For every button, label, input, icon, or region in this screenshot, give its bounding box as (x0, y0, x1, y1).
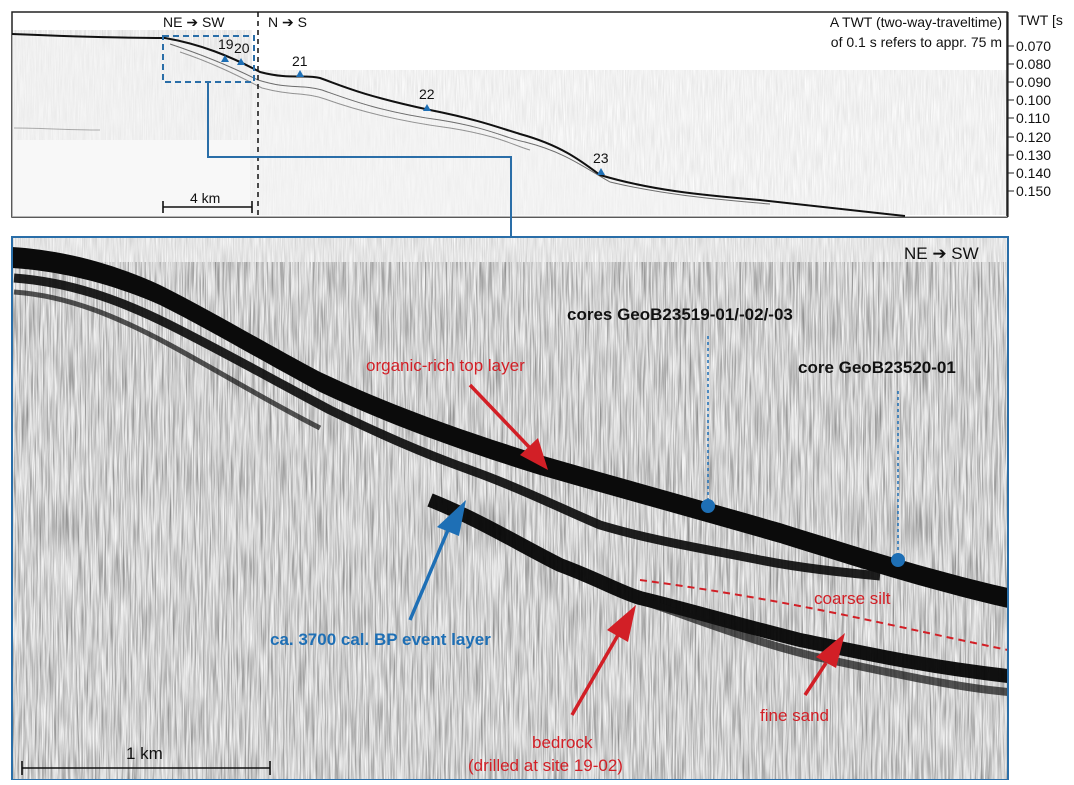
top-seafloor-line (12, 33, 906, 217)
top-reflector-1 (169, 43, 771, 205)
top-direction-n-s: N ➔ S (268, 14, 307, 30)
core-marker-1 (701, 499, 715, 513)
top-reflector-2 (179, 51, 531, 151)
top-scale-bar (162, 201, 253, 213)
bottom-scale-bar (21, 761, 271, 775)
coarse-silt-boundary (639, 579, 1008, 651)
top-subsurface (12, 34, 1007, 217)
arrow-fine-sand-head (816, 633, 845, 668)
arrow-event-layer-head (437, 500, 466, 536)
top-scale-bar-label: 4 km (190, 190, 221, 206)
site-marker-20 (237, 58, 245, 65)
twt-note-line-2: of 0.1 s refers to appr. 75 m (830, 34, 1002, 50)
site-marker-23 (597, 168, 605, 175)
core-marker-2 (891, 553, 905, 567)
twt-axis-title: TWT [s (1018, 12, 1063, 28)
label-core-geob23520: core GeoB23520-01 (798, 358, 956, 377)
site-marker-22 (423, 104, 431, 111)
bottom-scale-bar-label: 1 km (126, 744, 163, 763)
annotation-arrows (408, 383, 845, 716)
twt-tick-label: 0.070 (1016, 38, 1052, 54)
site-label-22: 22 (419, 86, 435, 102)
twt-tick-label: 0.110 (1016, 110, 1050, 126)
twt-tick-label: 0.150 (1016, 183, 1052, 199)
bottom-direction-ne-sw: NE ➔ SW (904, 244, 979, 263)
top-site-markers (221, 55, 605, 175)
arrow-bedrock-shaft (570, 634, 620, 716)
site-label-19: 19 (218, 36, 234, 52)
site-marker-21 (296, 70, 304, 77)
site-label-21: 21 (292, 53, 308, 69)
site-label-23: 23 (593, 150, 609, 166)
label-coarse-silt: coarse silt (814, 589, 891, 608)
top-panel (11, 11, 1014, 218)
twt-note-line-1: A TWT (two-way-traveltime) (829, 14, 1002, 30)
label-event-layer: ca. 3700 cal. BP event layer (270, 630, 491, 649)
label-cores-geob23519: cores GeoB23519-01/-02/-03 (567, 305, 793, 324)
arrow-top-layer-head (520, 438, 548, 470)
twt-tick-label: 0.090 (1016, 74, 1052, 90)
twt-tick-label: 0.130 (1016, 147, 1052, 163)
arrow-bedrock-head (607, 605, 636, 642)
label-bedrock-note: (drilled at site 19-02) (468, 756, 623, 775)
twt-tick-label: 0.080 (1016, 56, 1052, 72)
zoom-connector (207, 82, 512, 237)
top-direction-ne-sw: NE ➔ SW (163, 14, 225, 30)
twt-note: A TWT (two-way-traveltime) of 0.1 s refe… (830, 12, 1002, 52)
bottom-sediment-texture (12, 262, 1008, 780)
label-fine-sand: fine sand (760, 706, 829, 725)
twt-axis-ticks (1008, 45, 1014, 192)
arrow-top-layer-shaft (468, 383, 532, 450)
bottom-panel (11, 236, 1009, 781)
event-layer-reflector (13, 273, 881, 581)
twt-tick-label: 0.100 (1016, 92, 1052, 108)
lower-reflector-a (13, 289, 322, 431)
top-reflector-3 (13, 127, 101, 131)
site-label-20: 20 (234, 40, 250, 56)
arrow-fine-sand-shaft (803, 662, 828, 696)
arrow-event-layer-shaft (408, 529, 450, 621)
label-organic-rich-top-layer: organic-rich top layer (366, 356, 525, 375)
twt-tick-label: 0.140 (1016, 165, 1052, 181)
site-marker-19 (221, 55, 229, 62)
twt-tick-label: 0.120 (1016, 129, 1052, 145)
label-bedrock: bedrock (532, 733, 593, 752)
seafloor-reflector (12, 247, 1008, 608)
